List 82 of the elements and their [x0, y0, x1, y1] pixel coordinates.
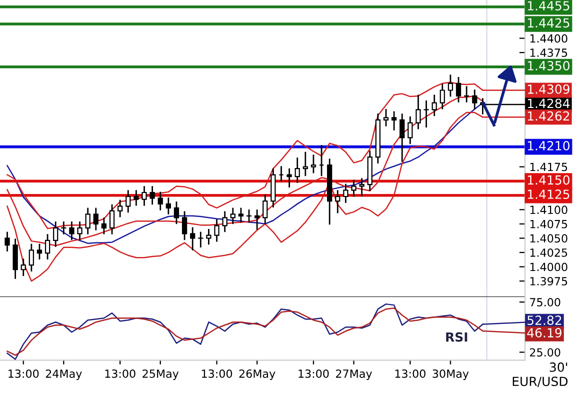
- ref-line-label: 1.4350: [528, 61, 570, 70]
- x-tick-label: 13:00: [298, 369, 329, 378]
- candlestick: [335, 190, 340, 214]
- y-tick-label: 1.4025: [530, 248, 568, 257]
- candlestick: [254, 210, 260, 230]
- ref-line-label: 1.4210: [528, 140, 570, 150]
- candlestick: [383, 108, 389, 126]
- data-label: 46.19: [527, 328, 562, 338]
- x-tick-label: 24May: [46, 369, 82, 380]
- candlestick: [262, 194, 268, 224]
- x-tick-label: 13:00: [8, 369, 39, 378]
- candlestick: [416, 94, 421, 130]
- candlestick: [126, 190, 131, 213]
- candlestick: [472, 90, 478, 110]
- candlestick: [432, 94, 437, 116]
- y-tick-label: 1.4175: [530, 162, 568, 172]
- candlestick: [174, 202, 180, 224]
- ref-line-label: 1.4150: [528, 175, 570, 185]
- candlestick: [182, 211, 188, 240]
- ref-line-label: 1.4455: [528, 1, 570, 10]
- candlestick: [109, 204, 115, 234]
- x-tick-label: 27May: [336, 369, 372, 380]
- candlestick: [294, 158, 300, 183]
- data-label: 1.4262: [528, 111, 570, 121]
- candlestick: [222, 211, 228, 232]
- candlestick: [206, 228, 212, 245]
- y-tick-label: 1.4375: [530, 48, 568, 57]
- text: 30': [550, 362, 568, 372]
- candlestick: [359, 178, 364, 196]
- candlestick: [351, 180, 356, 197]
- candlestick: [238, 208, 244, 222]
- candlestick: [448, 74, 454, 97]
- candlestick: [310, 154, 316, 174]
- y-tick-label: 75.00: [530, 298, 560, 306]
- candlestick: [286, 168, 292, 188]
- candlestick: [230, 208, 236, 224]
- candlestick: [158, 192, 163, 210]
- candlestick: [214, 219, 220, 242]
- candlestick: [142, 186, 147, 206]
- x-tick-label: 13:00: [395, 369, 426, 378]
- candlestick: [44, 234, 50, 260]
- candlestick: [85, 208, 90, 234]
- candlestick: [440, 84, 445, 110]
- data-label: 52.82: [528, 316, 562, 326]
- candlestick: [400, 114, 405, 162]
- text: 1.4284: [528, 98, 570, 108]
- candlestick: [4, 232, 10, 252]
- ref-line-label: 1.4425: [528, 18, 570, 28]
- candlestick: [166, 198, 171, 214]
- x-tick-label: 26May: [239, 369, 276, 380]
- y-tick-label: 1.4400: [530, 34, 568, 43]
- candlestick: [190, 227, 196, 250]
- y-tick-label: 25.00: [530, 348, 560, 357]
- candlestick: [150, 186, 155, 205]
- candlestick: [28, 244, 34, 272]
- x-tick-label: 13:00: [202, 369, 232, 378]
- candlestick: [343, 184, 348, 203]
- data-label: 1.4309: [528, 84, 570, 94]
- candlestick: [69, 222, 74, 240]
- candlestick: [36, 244, 42, 260]
- candlestick: [101, 218, 107, 234]
- y-tick-label: 1.4100: [530, 206, 568, 214]
- x-tick-label: 30May: [432, 369, 469, 380]
- y-tick-label: 1.3975: [530, 277, 568, 286]
- candlestick: [302, 152, 308, 176]
- candlestick: [391, 111, 397, 130]
- candlestick: [134, 190, 139, 206]
- candlestick: [53, 222, 58, 247]
- y-tick-label: 1.4000: [530, 262, 568, 272]
- candlestick: [20, 258, 26, 276]
- x-tick-label: 13:00: [105, 369, 136, 378]
- y-tick-label: 1.4050: [530, 234, 568, 243]
- x-tick-label: 25May: [142, 369, 179, 380]
- candlestick: [93, 208, 98, 230]
- ref-line-label: 1.4125: [528, 190, 570, 199]
- annotation: RSI: [446, 332, 468, 342]
- y-tick-label: 1.4075: [530, 220, 568, 228]
- candlestick: [456, 76, 462, 102]
- text: EUR/USD: [512, 376, 568, 388]
- candlestick: [118, 200, 123, 218]
- candlestick: [408, 116, 413, 144]
- candlestick: [77, 222, 82, 240]
